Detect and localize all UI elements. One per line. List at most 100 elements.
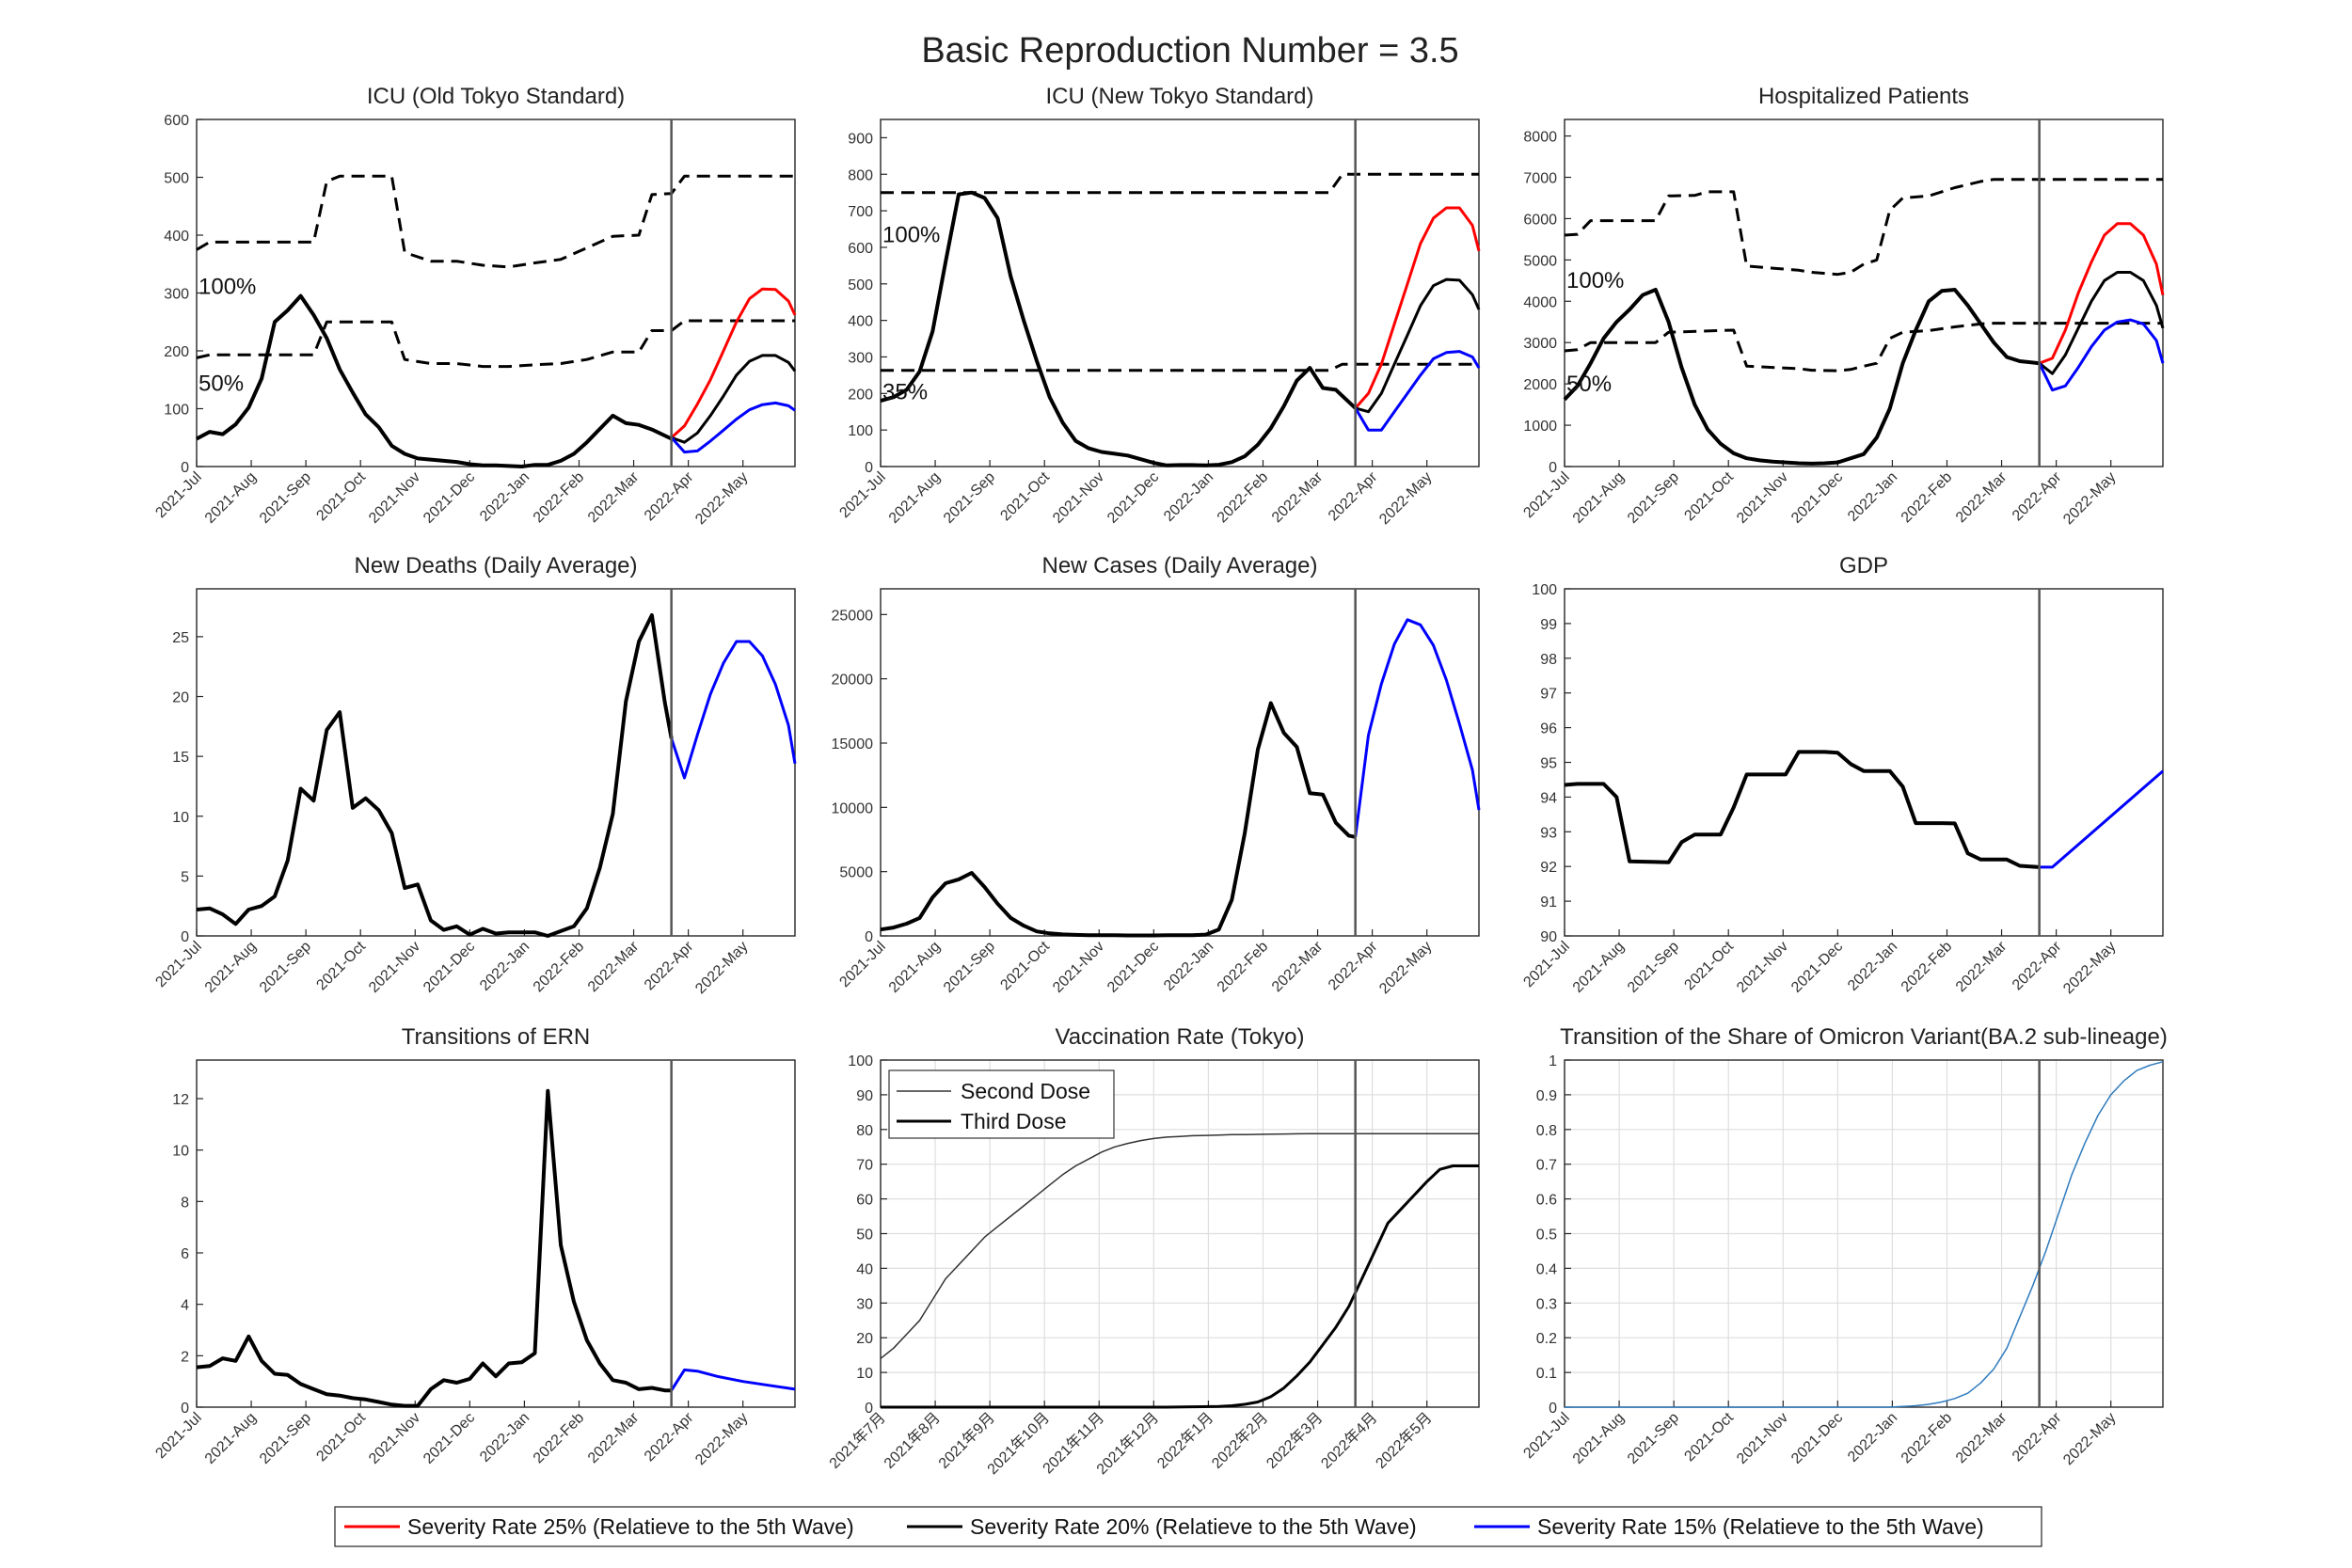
capacity-dashed-line [1564, 178, 2163, 277]
y-tick-label: 200 [848, 387, 873, 403]
series-line [2039, 222, 2165, 365]
legend-entry: Second Dose [961, 1079, 1090, 1103]
series-line [1355, 277, 1481, 414]
capacity-annotation: 100% [199, 274, 256, 299]
y-tick-label: 5000 [1523, 253, 1557, 269]
y-tick-label: 4 [181, 1298, 189, 1314]
panel-title: Transition of the Share of Omicron Varia… [1560, 1024, 2168, 1050]
y-tick-label: 0.8 [1536, 1123, 1557, 1139]
y-tick-label: 0.5 [1536, 1227, 1557, 1243]
y-tick-label: 7000 [1523, 171, 1557, 187]
series-line [1354, 350, 1481, 432]
y-tick-label: 20 [172, 690, 189, 706]
series-line [2038, 271, 2165, 375]
y-tick-label: 6000 [1523, 212, 1557, 228]
y-tick-label: 15 [172, 750, 189, 766]
y-tick-label: 10 [172, 810, 189, 826]
figure-title: Basic Reproduction Number = 3.5 [921, 31, 1458, 71]
series-line [880, 190, 1358, 467]
y-tick-label: 70 [856, 1158, 873, 1174]
y-tick-label: 0 [181, 929, 189, 945]
y-tick-label: 50 [856, 1227, 873, 1243]
y-tick-label: 40 [856, 1261, 873, 1277]
y-tick-label: 97 [1540, 687, 1557, 703]
panel-title: New Cases (Daily Average) [1041, 553, 1317, 578]
y-tick-label: 900 [848, 131, 873, 147]
series-line [671, 354, 797, 444]
y-tick-label: 400 [164, 229, 189, 245]
y-tick-label: 25 [172, 630, 189, 646]
legend-entry: Severity Rate 20% (Relatieve to the 5th … [970, 1514, 1417, 1539]
series-line [1565, 1061, 2164, 1408]
capacity-dashed-line [881, 362, 1479, 372]
y-tick-label: 20 [856, 1331, 873, 1347]
y-tick-label: 98 [1540, 652, 1557, 668]
y-tick-label: 0 [1549, 1401, 1557, 1417]
axes-frame [196, 1059, 796, 1408]
y-tick-label: 300 [848, 350, 873, 366]
y-tick-label: 300 [164, 287, 189, 303]
series-line [880, 1132, 1479, 1359]
series-line [670, 640, 797, 780]
capacity-annotation: 100% [882, 222, 940, 247]
y-tick-label: 30 [856, 1296, 873, 1312]
y-tick-label: 12 [172, 1092, 189, 1108]
panel-title: ICU (Old Tokyo Standard) [367, 84, 625, 109]
panel-title: Hospitalized Patients [1758, 84, 1969, 109]
capacity-annotation: 35% [882, 379, 928, 404]
y-tick-label: 0.7 [1536, 1158, 1557, 1174]
y-tick-label: 800 [848, 167, 873, 183]
y-tick-label: 600 [848, 241, 873, 257]
panel-title: ICU (New Tokyo Standard) [1046, 84, 1314, 109]
y-tick-label: 0.4 [1536, 1261, 1557, 1277]
y-tick-label: 0 [865, 929, 873, 945]
series-line [1563, 288, 2040, 466]
y-tick-label: 500 [164, 171, 189, 187]
y-tick-label: 91 [1540, 895, 1557, 911]
series-line [2039, 769, 2164, 869]
y-tick-label: 94 [1540, 790, 1557, 806]
y-tick-label: 100 [848, 423, 873, 439]
capacity-annotation: 50% [199, 372, 244, 397]
y-tick-label: 200 [164, 344, 189, 360]
y-tick-label: 0 [181, 460, 189, 476]
y-tick-label: 8000 [1523, 130, 1557, 146]
series-line [670, 287, 797, 439]
capacity-annotation: 100% [1566, 268, 1624, 293]
series-line [670, 1368, 796, 1392]
series-line [196, 293, 673, 468]
y-tick-label: 6 [181, 1246, 189, 1262]
y-tick-label: 0.6 [1536, 1193, 1557, 1209]
series-line [1564, 750, 2040, 869]
y-tick-label: 95 [1540, 756, 1557, 772]
y-tick-label: 96 [1540, 721, 1557, 737]
capacity-annotation: 50% [1566, 372, 1612, 397]
panel-title: Vaccination Rate (Tokyo) [1055, 1024, 1304, 1050]
series-line [670, 401, 796, 454]
y-tick-label: 20000 [832, 673, 874, 689]
y-tick-label: 15000 [832, 736, 874, 752]
series-line [2038, 318, 2165, 392]
y-tick-label: 0 [1549, 460, 1557, 476]
y-tick-label: 100 [848, 1053, 873, 1069]
y-tick-label: 500 [848, 277, 873, 293]
y-tick-label: 8 [181, 1195, 189, 1211]
panel-title: Transitions of ERN [402, 1024, 591, 1050]
y-tick-label: 0.2 [1536, 1331, 1557, 1347]
panel-title: New Deaths (Daily Average) [354, 553, 637, 578]
legend-entry: Severity Rate 25% (Relatieve to the 5th … [407, 1514, 854, 1539]
y-tick-label: 700 [848, 204, 873, 220]
capacity-dashed-line [196, 174, 795, 269]
y-tick-label: 0.1 [1536, 1366, 1557, 1382]
y-tick-label: 93 [1540, 825, 1557, 841]
legend-entry: Severity Rate 15% (Relatieve to the 5th … [1537, 1514, 1984, 1539]
panel-legend-box [888, 1069, 1115, 1139]
y-tick-label: 1000 [1523, 419, 1557, 435]
y-tick-label: 0 [865, 1401, 873, 1417]
legend-entry: Third Dose [961, 1109, 1066, 1133]
y-tick-label: 2000 [1523, 377, 1557, 393]
series-line [1354, 206, 1481, 409]
figure-legend: Severity Rate 25% (Relatieve to the 5th … [334, 1506, 2042, 1547]
y-tick-label: 10 [856, 1366, 873, 1382]
